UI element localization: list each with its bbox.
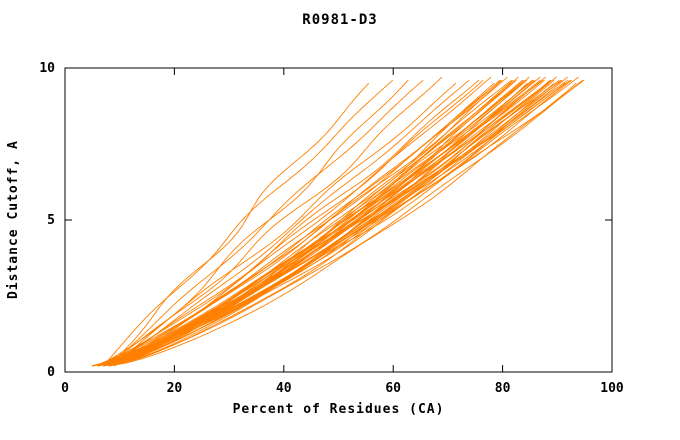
- y-tick-label: 0: [47, 365, 55, 380]
- x-tick-label: 60: [385, 381, 401, 396]
- model-curve: [108, 79, 512, 367]
- x-tick-label: 100: [600, 381, 624, 396]
- model-curve: [97, 79, 585, 367]
- model-curve: [108, 82, 370, 367]
- model-curve: [103, 76, 530, 367]
- model-curve: [92, 79, 517, 367]
- model-curve: [108, 82, 577, 367]
- model-curve: [108, 79, 424, 367]
- y-tick-label: 10: [39, 61, 55, 76]
- y-axis-label: Distance Cutoff, A: [6, 140, 21, 300]
- model-curve: [108, 79, 470, 367]
- model-curve: [97, 76, 557, 367]
- model-curve: [97, 79, 544, 367]
- model-curve: [108, 79, 501, 367]
- chart-title: R0981-D3: [302, 12, 378, 28]
- model-curve: [103, 79, 534, 367]
- x-tick-label: 80: [495, 381, 511, 396]
- model-curve: [92, 79, 545, 367]
- x-tick-label: 20: [167, 381, 183, 396]
- y-tick-label: 5: [47, 213, 55, 228]
- model-curve: [97, 82, 457, 367]
- model-curve: [97, 76, 519, 367]
- model-curve: [113, 79, 409, 367]
- x-tick-label: 40: [276, 381, 292, 396]
- model-curve: [97, 79, 484, 367]
- x-tick-label: 0: [61, 381, 69, 396]
- model-curve: [103, 79, 480, 367]
- model-curve: [103, 76, 443, 367]
- curve-group: [92, 76, 585, 367]
- model-curve: [108, 79, 555, 367]
- model-curve: [108, 79, 568, 367]
- x-axis-label: Percent of Residues (CA): [232, 402, 445, 417]
- model-curve: [97, 79, 560, 367]
- model-curve: [102, 79, 394, 367]
- model-curve: [97, 79, 503, 367]
- model-curve: [97, 79, 573, 367]
- model-curve: [103, 79, 583, 367]
- model-curve: [97, 79, 523, 367]
- model-curve: [92, 76, 579, 367]
- model-curve: [103, 79, 502, 367]
- model-curve: [92, 79, 563, 367]
